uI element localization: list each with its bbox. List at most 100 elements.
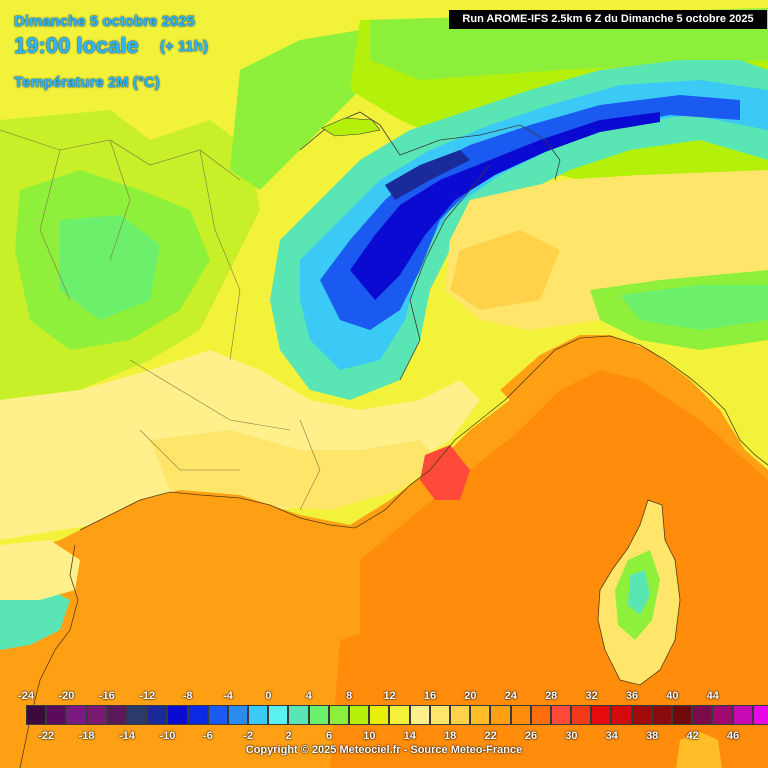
forecast-date: Dimanche 5 octobre 2025 xyxy=(14,13,195,30)
legend-swatch xyxy=(611,705,632,725)
jura-band xyxy=(230,30,380,190)
regional-borders xyxy=(0,129,321,511)
po-valley-warm xyxy=(450,230,560,310)
legend-top-label: 12 xyxy=(383,690,396,702)
green-hills-west-2 xyxy=(60,215,160,320)
legend-bottom-label: 22 xyxy=(484,730,497,742)
legend-swatch xyxy=(429,705,450,725)
legend-swatch xyxy=(651,705,672,725)
legend-swatch xyxy=(268,705,289,725)
legend-swatch xyxy=(631,705,652,725)
pyrenees xyxy=(0,585,70,650)
legend-bottom-label: 6 xyxy=(325,730,333,742)
legend-top-label: -12 xyxy=(139,690,156,702)
legend-swatch xyxy=(530,705,551,725)
legend-swatch xyxy=(308,705,329,725)
legend-swatch xyxy=(66,705,87,725)
legend-swatch xyxy=(227,705,249,725)
lake-geneva xyxy=(321,117,381,137)
legend-swatch xyxy=(692,705,713,725)
parameter-title: Température 2M (°C) xyxy=(14,74,160,91)
legend-bottom-label: -2 xyxy=(243,730,254,742)
legend-swatch xyxy=(389,705,410,725)
ligurian-coast xyxy=(500,335,640,410)
legend-bottom-label: 18 xyxy=(444,730,457,742)
legend-bottom-label: 30 xyxy=(565,730,578,742)
legend-top-label: 20 xyxy=(464,690,477,702)
legend-top-label: -20 xyxy=(58,690,75,702)
legend-swatch xyxy=(449,705,471,725)
legend-bottom-label: -10 xyxy=(159,730,176,742)
alps-summits xyxy=(385,150,470,200)
legend-swatch xyxy=(187,705,208,725)
forecast-offset: (+ 11h) xyxy=(160,38,208,55)
legend-bottom-label: 34 xyxy=(605,730,618,742)
corsica-peaks xyxy=(628,570,650,615)
legend-bottom-label: -6 xyxy=(202,730,213,742)
legend-bottom-label: -18 xyxy=(78,730,95,742)
legend-swatch xyxy=(591,705,612,725)
legend-top-label: 8 xyxy=(346,690,353,702)
provence-warm xyxy=(150,430,440,510)
legend-bottom-label: -14 xyxy=(119,730,135,742)
color-scale-legend: -24 -20 -16 -12 -8 -4 0 4 8 12 16 20 24 28 32 36 40 44 -2… xyxy=(0,688,768,768)
legend-swatch xyxy=(328,705,349,725)
legend-top-label: -24 xyxy=(18,690,34,702)
alps-peaks xyxy=(350,112,660,300)
border-italy xyxy=(399,164,491,381)
legend-swatch xyxy=(248,705,269,725)
legend-swatch xyxy=(470,705,491,725)
nice-hotspot xyxy=(420,445,470,500)
legend-swatch xyxy=(126,705,148,725)
legend-swatch xyxy=(490,705,511,725)
run-info-banner: Run AROME-IFS 2.5km 6 Z du Dimanche 5 oc… xyxy=(449,10,767,29)
legend-top-label: 0 xyxy=(265,690,272,702)
legend-top-label: -4 xyxy=(223,690,233,702)
legend-top-label: 32 xyxy=(585,690,598,702)
pyrenees-foot xyxy=(0,540,80,600)
legend-bottom-label: 26 xyxy=(524,730,538,742)
legend-swatch xyxy=(409,705,430,725)
legend-bottom-label: 14 xyxy=(403,730,416,742)
legend-swatch xyxy=(571,705,592,725)
legend-swatch xyxy=(752,705,768,725)
legend-swatch xyxy=(86,705,107,725)
legend-top-label: 28 xyxy=(545,690,558,702)
legend-swatch xyxy=(106,705,127,725)
legend-top-label: -16 xyxy=(98,690,115,702)
legend-bottom-label: 10 xyxy=(363,730,376,742)
coastline-france xyxy=(79,335,768,531)
border-swiss xyxy=(299,111,561,181)
legend-top-label: 40 xyxy=(666,690,679,702)
legend-swatch xyxy=(712,705,733,725)
legend-swatches xyxy=(26,705,768,725)
legend-top-label: 36 xyxy=(625,690,639,702)
legend-bottom-label: 38 xyxy=(646,730,659,742)
legend-swatch xyxy=(672,705,693,725)
legend-top-label: 16 xyxy=(423,690,437,702)
legend-bottom-label: 42 xyxy=(686,730,699,742)
legend-bottom-label: -22 xyxy=(38,730,55,742)
legend-top-label: 44 xyxy=(706,690,719,702)
legend-swatch xyxy=(550,705,572,725)
legend-swatch xyxy=(26,705,47,725)
legend-swatch xyxy=(46,705,67,725)
forecast-local-time: 19:00 locale xyxy=(14,33,139,58)
legend-top-label: 4 xyxy=(305,690,312,702)
legend-swatch xyxy=(369,705,390,725)
legend-swatch xyxy=(349,705,370,725)
apennines-core xyxy=(620,285,768,330)
legend-bottom-label: 2 xyxy=(285,730,292,742)
legend-top-label: 24 xyxy=(504,690,517,702)
legend-swatch xyxy=(288,705,309,725)
legend-swatch xyxy=(510,705,531,725)
legend-swatch xyxy=(167,705,188,725)
legend-swatch xyxy=(732,705,753,725)
copyright-line: Copyright © 2025 Meteociel.fr - Source M… xyxy=(245,744,523,756)
legend-swatch xyxy=(147,705,168,725)
legend-top-label: -8 xyxy=(182,690,193,702)
sardinia-tip xyxy=(676,732,722,768)
coastline-corsica xyxy=(597,499,681,686)
